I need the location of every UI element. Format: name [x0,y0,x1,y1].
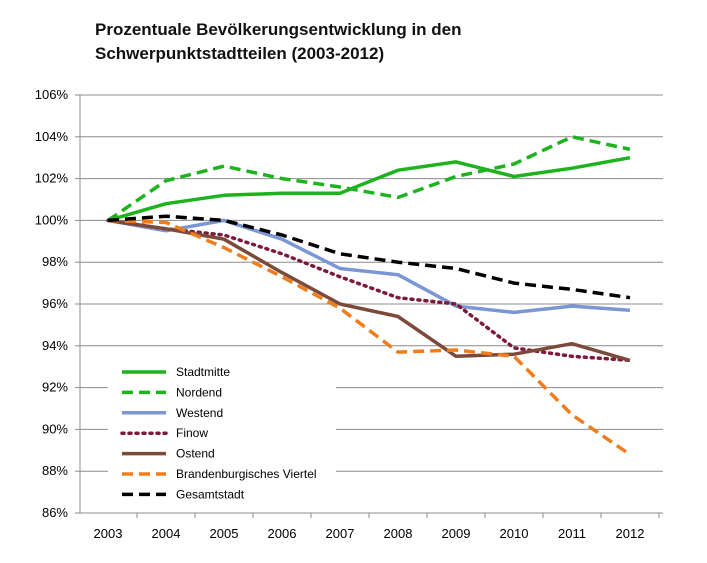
axes [75,94,663,518]
x-tick-label: 2003 [94,526,123,541]
legend-label: Finow [176,426,208,440]
y-tick-label: 92% [42,380,68,395]
x-tick-label: 2008 [384,526,413,541]
series-line-nordend [107,135,631,222]
y-tick-label: 96% [42,296,68,311]
x-tick-label: 2010 [500,526,529,541]
series-lines [106,135,632,456]
legend-label: Westend [176,406,223,420]
chart-title: Prozentuale Bevölkerungsentwicklung in d… [95,18,615,66]
legend: Stadtmitte Nordend Westend Finow Ostend Brand… [108,358,336,508]
legend-label: Brandenburgisches Viertel [176,467,317,481]
x-tick-label: 2004 [152,526,181,541]
y-tick-label: 98% [42,254,68,269]
series-line-stadtmitte [107,155,631,223]
x-tick-label: 2011 [558,526,586,541]
y-tick-label: 100% [35,212,69,227]
x-tick-label: 2005 [210,526,239,541]
y-tick-label: 90% [42,421,68,436]
y-tick-label: 88% [42,463,68,478]
series-line-finow [106,218,632,363]
y-tick-label: 106% [35,87,69,102]
y-tick-label: 102% [35,171,69,186]
x-tick-label: 2012 [616,526,645,541]
y-tick-label: 104% [35,129,69,144]
series-line-brandenburgisches-viertel [107,218,631,456]
series-line-ostend [107,218,631,363]
legend-label: Gesamtstadt [176,487,245,501]
x-tick-label: 2006 [268,526,297,541]
legend-label: Ostend [176,447,215,461]
legend-label: Stadtmitte [176,365,230,379]
chart-title-line-2: Schwerpunktstadtteilen (2003-2012) [95,44,385,63]
x-tick-label: 2009 [442,526,471,541]
legend-label: Nordend [176,385,222,399]
series-line-westend [107,218,631,315]
chart-title-line-1: Prozentuale Bevölkerungsentwicklung in d… [95,20,462,39]
x-tick-labels: 2003 2004 2005 2006 2007 2008 2009 2010 2011 2012 [94,526,645,541]
y-tick-label: 94% [42,338,68,353]
series-line-gesamtstadt [107,214,631,300]
y-tick-label: 86% [42,505,68,520]
x-tick-label: 2007 [326,526,355,541]
y-tick-labels: 86% 88% 90% 92% 94% 96% 98% 100% 102% 104% 106% [35,87,69,520]
